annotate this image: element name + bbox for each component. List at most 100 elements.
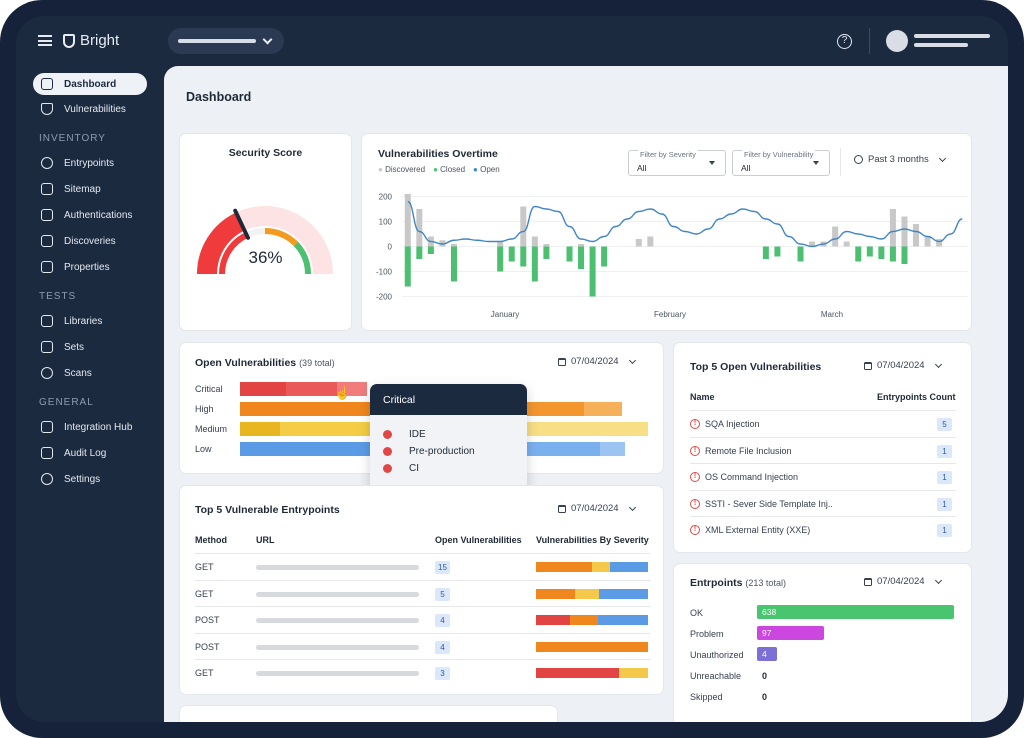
bar-discovered[interactable] [520, 206, 527, 247]
bar-closed[interactable] [520, 246, 527, 267]
user-email-placeholder[interactable] [914, 43, 968, 47]
help-icon[interactable]: ? [837, 34, 852, 49]
y-tick-label: 0 [388, 243, 393, 252]
url-cell[interactable] [256, 565, 419, 570]
bar-discovered[interactable] [416, 209, 423, 247]
bar-discovered[interactable] [809, 241, 816, 247]
radar-icon [41, 367, 53, 379]
sidebar-item-vulnerabilities[interactable]: Vulnerabilities [33, 98, 147, 120]
severity-segment [609, 562, 648, 572]
chevron-down-icon [262, 34, 273, 44]
overtime-chart: 200 100 0 -100 -200 January February March [376, 193, 968, 319]
calendar-icon [558, 504, 566, 513]
bar-discovered[interactable] [843, 241, 850, 247]
bar-closed[interactable] [427, 246, 434, 255]
bar-discovered[interactable] [913, 224, 920, 247]
sidebar-item-libraries[interactable]: Libraries [33, 310, 147, 332]
bar-closed[interactable] [901, 246, 908, 265]
status-bar[interactable]: 97 [757, 626, 824, 640]
status-bar[interactable]: 4 [757, 647, 777, 661]
bar-discovered[interactable] [924, 236, 931, 247]
date-selector[interactable]: 07/04/2024 [864, 360, 942, 371]
sidebar-item-scans[interactable]: Scans [33, 362, 147, 384]
sidebar-item-settings[interactable]: Settings [33, 468, 147, 490]
sidebar-item-audit-log[interactable]: Audit Log [33, 442, 147, 464]
bar-discovered[interactable] [647, 236, 654, 247]
line-open[interactable] [407, 200, 963, 248]
severity-bar[interactable] [536, 615, 648, 625]
status-bar[interactable]: 638 [757, 605, 954, 619]
sidebar-item-properties[interactable]: Properties [33, 256, 147, 278]
date-selector[interactable]: 07/04/2024 [864, 576, 942, 587]
bar-discovered[interactable] [889, 209, 896, 247]
logo[interactable]: Bright [63, 32, 119, 49]
menu-icon[interactable] [38, 35, 52, 46]
url-cell[interactable] [256, 644, 419, 650]
sidebar-item-dashboard[interactable]: Dashboard [33, 73, 147, 95]
bar-discovered[interactable] [936, 239, 943, 247]
bar-closed[interactable] [404, 246, 411, 287]
sidebar-item-sitemap[interactable]: Sitemap [33, 178, 147, 200]
bar-closed[interactable] [589, 246, 596, 297]
bar-closed[interactable] [508, 246, 515, 262]
bar-discovered[interactable] [497, 241, 504, 247]
bar-closed[interactable] [866, 246, 873, 257]
bar-closed[interactable] [601, 246, 608, 267]
sidebar-item-sets[interactable]: Sets [33, 336, 147, 358]
bar-discovered[interactable] [901, 216, 908, 247]
bar-closed[interactable] [855, 246, 862, 262]
bar-closed[interactable] [566, 246, 573, 262]
sidebar-item-authentications[interactable]: Authentications [33, 204, 147, 226]
date-selector[interactable]: 07/04/2024 [558, 356, 636, 367]
sidebar-item-integration-hub[interactable]: Integration Hub [33, 416, 147, 438]
bar-discovered[interactable] [531, 236, 538, 247]
bar-closed[interactable] [531, 246, 538, 282]
bar-closed[interactable] [543, 246, 550, 260]
date-selector[interactable]: 07/04/2024 [558, 503, 636, 514]
sidebar-item-label: Authentications [64, 209, 133, 221]
vulnerability-name[interactable]: Remote File Inclusion [705, 445, 792, 456]
sidebar-item-entrypoints[interactable]: Entrypoints [33, 152, 147, 174]
bar-discovered[interactable] [450, 244, 457, 247]
bar-closed[interactable] [889, 246, 896, 262]
bar-discovered[interactable] [404, 194, 411, 247]
severity-bar[interactable] [536, 668, 648, 678]
vulnerability-name[interactable]: SQA Injection [705, 419, 760, 429]
project-selector[interactable] [168, 28, 284, 54]
severity-bar[interactable] [536, 641, 648, 652]
bar-closed[interactable] [797, 246, 804, 262]
bar-closed[interactable] [578, 246, 585, 270]
filter-severity-select[interactable]: Filter by Severity All [628, 150, 726, 176]
bar-discovered[interactable] [543, 244, 550, 247]
user-name-placeholder[interactable] [914, 34, 990, 38]
date-label: 07/04/2024 [877, 360, 925, 371]
url-cell[interactable] [256, 671, 419, 676]
sidebar-item-label: Integration Hub [64, 421, 133, 433]
url-cell[interactable] [256, 591, 419, 597]
clock-icon [854, 155, 863, 164]
vulnerability-name[interactable]: XML External Entity (XXE) [705, 525, 811, 535]
sidebar-item-label: Libraries [64, 315, 103, 327]
critical-bar[interactable] [240, 382, 367, 396]
severity-label: Critical [195, 384, 223, 394]
vulnerability-name[interactable]: OS Command Injection [705, 472, 799, 482]
avatar[interactable] [886, 30, 908, 52]
bar-closed[interactable] [774, 246, 781, 257]
sidebar-item-discoveries[interactable]: Discoveries [33, 230, 147, 252]
bar-closed[interactable] [762, 246, 769, 260]
bar-closed[interactable] [416, 246, 423, 260]
bar-closed[interactable] [878, 246, 885, 260]
severity-bar[interactable] [536, 562, 648, 572]
url-cell[interactable] [256, 618, 419, 623]
bar-discovered[interactable] [578, 244, 585, 247]
top-open-vulnerabilities-card: Top 5 Open Vulnerabilities 07/04/2024 Na… [674, 343, 971, 552]
bar-closed[interactable] [450, 246, 457, 282]
range-selector[interactable]: Past 3 months [854, 154, 946, 165]
severity-bar[interactable] [536, 588, 648, 599]
filter-vulnerability-select[interactable]: Filter by Vulnerability All [732, 150, 830, 176]
score-gauge [197, 206, 333, 275]
vulnerability-name[interactable]: SSTI - Sever Side Template Inj.. [705, 498, 833, 509]
bar-closed[interactable] [497, 246, 504, 272]
bar-discovered[interactable] [832, 226, 839, 247]
bar-discovered[interactable] [635, 239, 642, 247]
